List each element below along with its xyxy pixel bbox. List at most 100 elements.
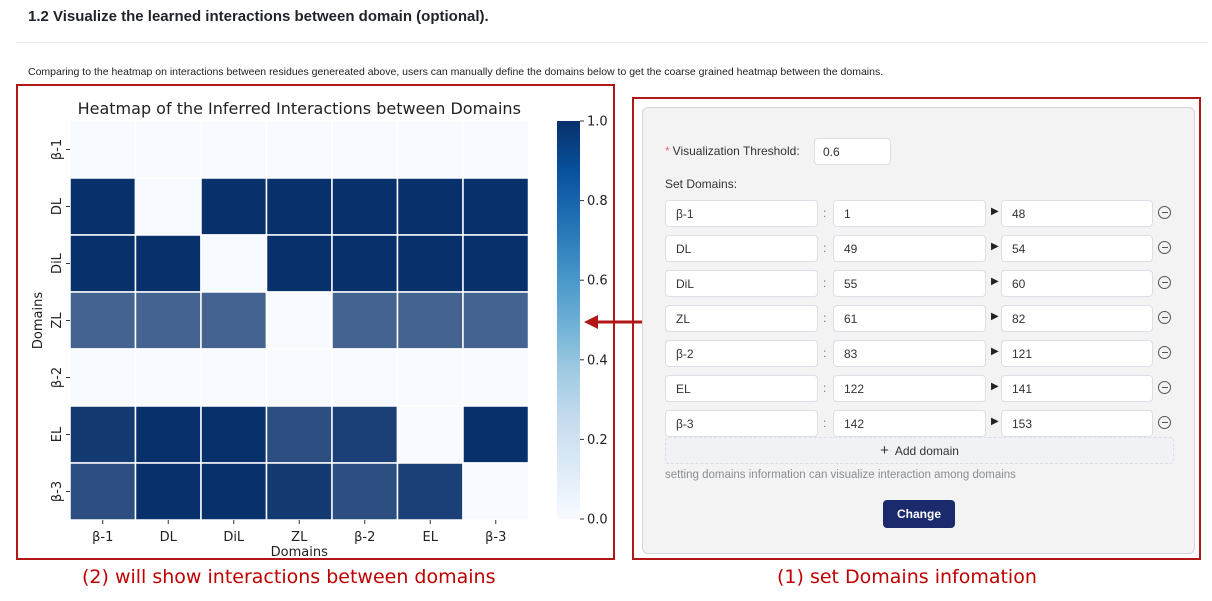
- domain-start-input[interactable]: 1: [833, 200, 986, 227]
- domain-hint: setting domains information can visualiz…: [665, 469, 1016, 481]
- heatmap-cell: [462, 234, 530, 293]
- heatmap-cell: [265, 291, 333, 350]
- heatmap-cell: [134, 462, 202, 521]
- heatmap-cell: [462, 405, 530, 464]
- set-domains-label: Set Domains:: [665, 177, 738, 191]
- heatmap-cell: [265, 462, 333, 521]
- heatmap-cell: [462, 462, 530, 521]
- y-tick-label: DL: [50, 197, 65, 215]
- heatmap-cell: [462, 177, 530, 236]
- domain-row: DL:49 ▶ 54: [643, 235, 1196, 262]
- remove-circle-icon[interactable]: [1158, 416, 1171, 429]
- domain-end-input[interactable]: 153: [1001, 410, 1153, 437]
- heatmap-cell: [265, 234, 333, 293]
- change-button[interactable]: Change: [883, 500, 955, 528]
- heatmap-cell: [69, 120, 137, 179]
- range-colon: :: [823, 276, 827, 290]
- heatmap-cell: [69, 177, 137, 236]
- heatmap-cell: [69, 291, 137, 350]
- heatmap-cell: [331, 234, 399, 293]
- domain-end-input[interactable]: 82: [1001, 305, 1153, 332]
- range-colon: :: [823, 346, 827, 360]
- heatmap-cell: [200, 405, 268, 464]
- heatmap-cell: [134, 120, 202, 179]
- colorbar-tick-label: 0.8: [587, 194, 608, 209]
- remove-circle-icon[interactable]: [1158, 206, 1171, 219]
- y-tick-label: β-1: [50, 139, 65, 160]
- domain-name-input[interactable]: EL: [665, 375, 818, 402]
- heatmap-cell: [331, 177, 399, 236]
- range-colon: :: [823, 241, 827, 255]
- domain-name-input[interactable]: ZL: [665, 305, 818, 332]
- arrow-left-icon: [584, 315, 642, 329]
- heatmap-cell: [69, 462, 137, 521]
- caret-right-icon: ▶: [991, 311, 999, 322]
- range-colon: :: [823, 416, 827, 430]
- domain-row: β-2:83 ▶ 121: [643, 340, 1196, 367]
- colorbar-tick-label: 0.6: [587, 274, 608, 289]
- heatmap-caption: (2) will show interactions between domai…: [82, 566, 496, 588]
- threshold-input[interactable]: 0.6: [814, 138, 891, 165]
- heatmap-cell: [396, 291, 464, 350]
- heatmap-cell: [200, 120, 268, 179]
- range-colon: :: [823, 381, 827, 395]
- add-domain-button[interactable]: + Add domain: [665, 437, 1174, 464]
- domain-end-input[interactable]: 54: [1001, 235, 1153, 262]
- domain-end-input[interactable]: 121: [1001, 340, 1153, 367]
- form-annotation-frame: * Visualization Threshold: 0.6 Set Domain…: [632, 97, 1201, 560]
- heatmap-cell: [134, 348, 202, 407]
- section-description: Comparing to the heatmap on interactions…: [28, 66, 884, 78]
- x-tick-label: EL: [423, 530, 439, 545]
- x-tick-label: DiL: [223, 530, 245, 545]
- chart-title: Heatmap of the Inferred Interactions bet…: [78, 99, 521, 118]
- domain-end-input[interactable]: 48: [1001, 200, 1153, 227]
- remove-circle-icon[interactable]: [1158, 241, 1171, 254]
- x-tick-label: ZL: [291, 530, 308, 545]
- heatmap-cell: [396, 462, 464, 521]
- range-colon: :: [823, 206, 827, 220]
- domain-name-input[interactable]: DL: [665, 235, 818, 262]
- remove-circle-icon[interactable]: [1158, 311, 1171, 324]
- domain-row: β-1:1 ▶ 48: [643, 200, 1196, 227]
- domain-start-input[interactable]: 61: [833, 305, 986, 332]
- domain-row: ZL:61 ▶ 82: [643, 305, 1196, 332]
- heatmap-cell: [200, 291, 268, 350]
- heatmap-cell: [265, 177, 333, 236]
- heatmap-cell: [462, 348, 530, 407]
- threshold-label-text: Visualization Threshold: [672, 144, 797, 158]
- caret-right-icon: ▶: [991, 346, 999, 357]
- heatmap-cell: [331, 462, 399, 521]
- caret-right-icon: ▶: [991, 416, 999, 427]
- heatmap-cell: [396, 120, 464, 179]
- heatmap-cell: [134, 405, 202, 464]
- domain-form: * Visualization Threshold: 0.6 Set Domain…: [642, 107, 1195, 554]
- domain-row: EL:122 ▶ 141: [643, 375, 1196, 402]
- remove-circle-icon[interactable]: [1158, 346, 1171, 359]
- domain-name-input[interactable]: β-1: [665, 200, 818, 227]
- domain-start-input[interactable]: 55: [833, 270, 986, 297]
- y-tick-label: DiL: [50, 252, 65, 274]
- domain-start-input[interactable]: 122: [833, 375, 986, 402]
- heatmap-cell: [69, 348, 137, 407]
- domain-name-input[interactable]: β-3: [665, 410, 818, 437]
- colorbar-tick-label: 1.0: [587, 115, 608, 130]
- add-domain-label: Add domain: [894, 443, 959, 458]
- caret-right-icon: ▶: [991, 276, 999, 287]
- domain-end-input[interactable]: 60: [1001, 270, 1153, 297]
- y-axis-label: Domains: [31, 292, 46, 349]
- remove-circle-icon[interactable]: [1158, 276, 1171, 289]
- domain-end-input[interactable]: 141: [1001, 375, 1153, 402]
- colorbar-tick-label: 0.4: [587, 353, 608, 368]
- heatmap-cell: [200, 462, 268, 521]
- heatmap-cell: [200, 348, 268, 407]
- heatmap-cell: [396, 405, 464, 464]
- domain-name-input[interactable]: DiL: [665, 270, 818, 297]
- domain-name-input[interactable]: β-2: [665, 340, 818, 367]
- heatmap-cell: [462, 291, 530, 350]
- remove-circle-icon[interactable]: [1158, 381, 1171, 394]
- domain-start-input[interactable]: 49: [833, 235, 986, 262]
- domain-start-input[interactable]: 142: [833, 410, 986, 437]
- heatmap-cell: [69, 234, 137, 293]
- domain-start-input[interactable]: 83: [833, 340, 986, 367]
- heatmap-cell: [200, 177, 268, 236]
